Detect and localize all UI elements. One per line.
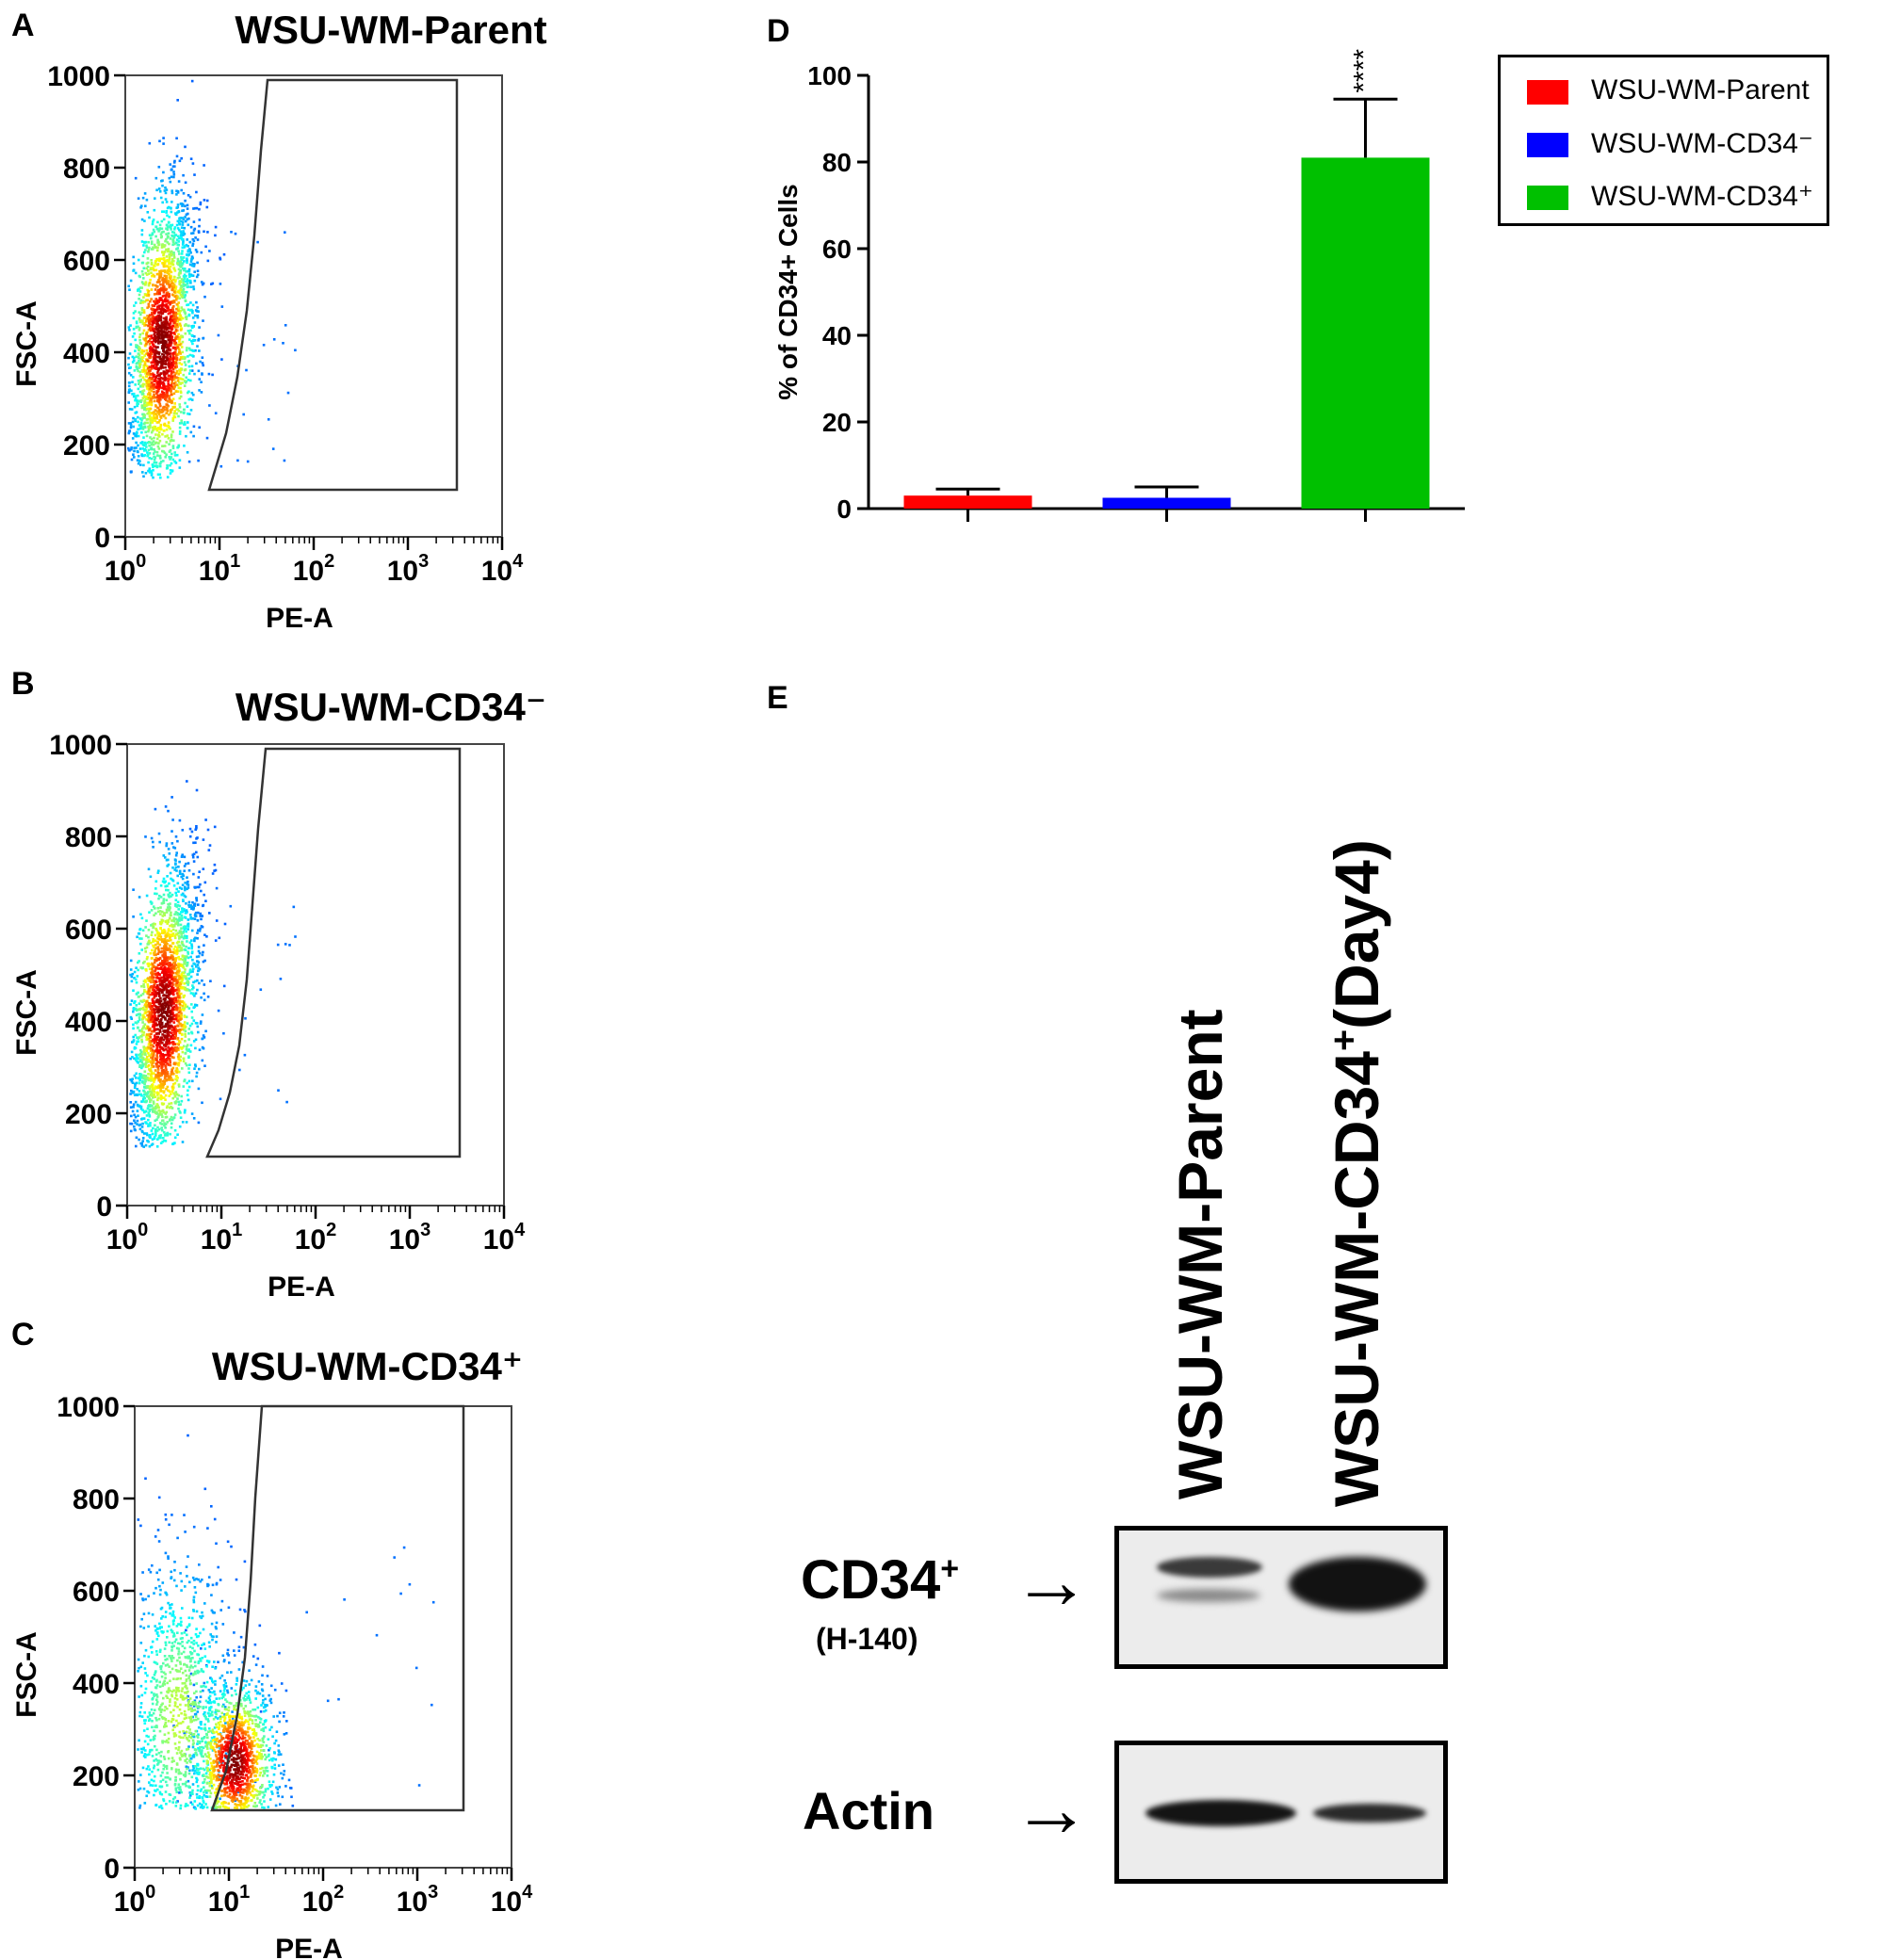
x-tick-label: 101 [199, 551, 241, 587]
flow-plot-b: 0 200 400 600 800 1000 100 101 102 103 104 PE-A FSC-… [11, 730, 526, 1303]
y-tick-label: 1000 [57, 1392, 120, 1423]
actin-band-parent [1145, 1800, 1296, 1826]
bar-y-tick-label: 0 [836, 494, 852, 524]
flow-plot-c: 0 200 400 600 800 1000 100 101 102 103 104 PE-A FSC-… [11, 1392, 533, 1960]
cd34-blot [1114, 1526, 1448, 1669]
actin-blot [1114, 1741, 1448, 1884]
x-tick-label: 102 [302, 1882, 345, 1918]
gate-outline [207, 78, 459, 492]
significance-annotation: **** [1348, 49, 1379, 93]
y-tick-label: 200 [63, 430, 110, 462]
panel-letter-d: D [767, 13, 790, 49]
x-tick-label: 104 [491, 1882, 533, 1918]
cd34-band-parent [1157, 1557, 1262, 1578]
flow-title-a: WSU-WM-Parent [235, 8, 547, 52]
x-tick-label: 100 [105, 551, 147, 587]
flow-title-b: WSU-WM-CD34⁻ [235, 685, 547, 729]
flow-events [129, 780, 297, 1148]
flow-events [137, 1434, 435, 1810]
flow-title-c: WSU-WM-CD34⁺ [211, 1344, 524, 1388]
lane-label-parent: WSU-WM-Parent [1165, 1009, 1235, 1499]
flow-events [127, 79, 297, 479]
actin-band-cd34pos [1313, 1804, 1426, 1822]
y-tick-label: 800 [65, 822, 112, 853]
bar-1 [1102, 497, 1231, 509]
legend-label-cd34-pos: WSU-WM-CD34⁺ [1591, 181, 1813, 212]
bar-y-tick-label: 20 [822, 408, 852, 437]
actin-label: Actin [803, 1781, 934, 1840]
y-tick-label: 400 [73, 1669, 120, 1700]
x-tick-label: 102 [293, 551, 335, 587]
x-tick-label: 100 [114, 1882, 156, 1918]
bar-0 [903, 495, 1032, 509]
y-tick-label: 1000 [47, 61, 110, 92]
bar-y-axis-label: % of CD34+ Cells [773, 184, 803, 400]
y-tick-label: 600 [65, 915, 112, 946]
legend-swatch-blue [1527, 133, 1568, 157]
y-tick-label: 0 [94, 523, 110, 554]
cd34-band-parent-lower [1157, 1589, 1260, 1602]
y-tick-label: 800 [63, 154, 110, 185]
y-tick-label: 0 [96, 1191, 112, 1223]
x-tick-label: 103 [397, 1882, 439, 1918]
y-tick-label: 1000 [49, 730, 112, 761]
y-tick-label: 600 [73, 1577, 120, 1608]
plot-frame [124, 74, 503, 538]
x-tick-label: 104 [483, 1220, 526, 1255]
x-axis-label: PE-A [268, 1272, 335, 1303]
cd34-band-cd34pos [1289, 1557, 1426, 1612]
x-tick-label: 102 [295, 1220, 337, 1255]
chart-legend: WSU-WM-Parent WSU-WM-CD34⁻ WSU-WM-CD34⁺ [1498, 55, 1829, 226]
y-axis-label: FSC-A [11, 969, 42, 1056]
y-tick-label: 0 [104, 1854, 120, 1885]
legend-label-cd34-neg: WSU-WM-CD34⁻ [1591, 128, 1813, 159]
x-tick-label: 100 [106, 1220, 149, 1255]
bar-2 [1301, 157, 1430, 509]
bar-y-tick-label: 80 [822, 148, 852, 177]
y-axis-label: FSC-A [11, 1631, 42, 1718]
legend-label-parent: WSU-WM-Parent [1591, 74, 1810, 105]
y-tick-label: 800 [73, 1484, 120, 1515]
bar-y-tick-label: 60 [822, 235, 852, 264]
x-axis-label: PE-A [275, 1934, 343, 1960]
cd34-antibody-label: (H-140) [816, 1622, 918, 1656]
panel-letter-b: B [11, 666, 35, 702]
y-tick-label: 400 [65, 1007, 112, 1038]
x-tick-label: 103 [387, 551, 430, 587]
bar-y-tick-label: 40 [822, 321, 852, 350]
cd34-arrow: → [1012, 1536, 1091, 1625]
actin-arrow: → [1012, 1764, 1091, 1853]
x-tick-label: 101 [208, 1882, 251, 1918]
y-tick-label: 400 [63, 338, 110, 369]
x-tick-label: 104 [481, 551, 524, 587]
y-axis-label: FSC-A [11, 300, 42, 387]
gate-outline [210, 1404, 465, 1812]
gate-outline [205, 747, 462, 1158]
panel-letter-e: E [767, 680, 788, 716]
x-tick-label: 101 [201, 1220, 243, 1255]
y-tick-label: 600 [63, 246, 110, 277]
panel-letter-c: C [11, 1317, 35, 1353]
bar-y-tick-label: 100 [807, 61, 852, 90]
y-tick-label: 200 [73, 1761, 120, 1792]
legend-swatch-red [1527, 80, 1568, 105]
x-tick-label: 103 [389, 1220, 431, 1255]
panel-letter-a: A [11, 8, 35, 43]
lane-label-cd34-pos: WSU-WM-CD34+(Day4) [1322, 839, 1391, 1507]
cd34-label: CD34+ [801, 1549, 960, 1611]
legend-swatch-green [1527, 186, 1568, 210]
flow-plot-a: 0 200 400 600 800 1000 100 101 102 103 104 PE-A FSC-… [11, 61, 524, 634]
x-axis-label: PE-A [266, 603, 333, 634]
y-tick-label: 200 [65, 1099, 112, 1130]
